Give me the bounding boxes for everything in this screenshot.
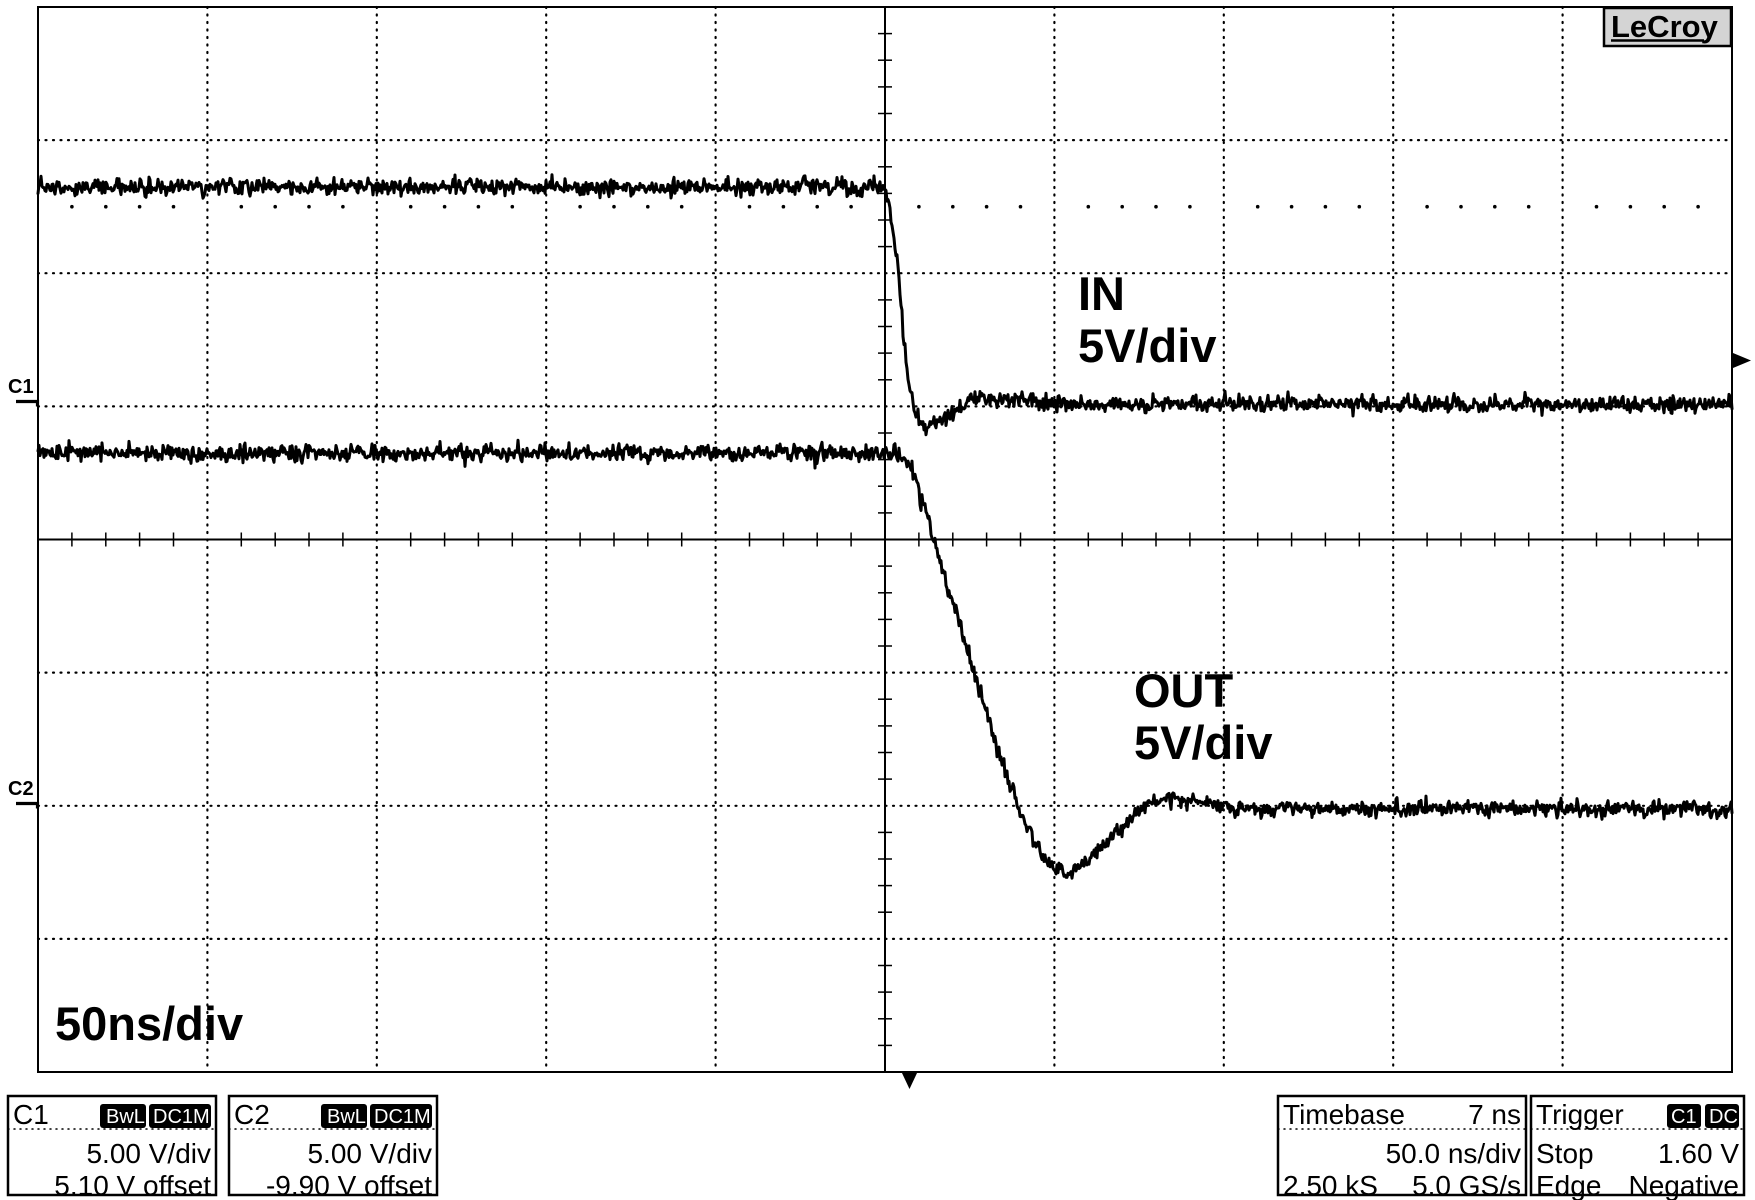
svg-text:C1: C1 <box>8 376 34 398</box>
svg-text:5V/div: 5V/div <box>1134 716 1272 769</box>
svg-text:DC1M: DC1M <box>153 1106 210 1128</box>
svg-text:50ns/div: 50ns/div <box>55 997 243 1050</box>
svg-text:50.0 ns/div: 50.0 ns/div <box>1386 1138 1521 1169</box>
svg-text:7 ns: 7 ns <box>1468 1099 1521 1130</box>
svg-text:Stop: Stop <box>1536 1138 1594 1169</box>
svg-text:LeCroy: LeCroy <box>1611 9 1719 44</box>
svg-text:C2: C2 <box>234 1099 270 1130</box>
svg-text:Edge: Edge <box>1536 1170 1601 1200</box>
svg-text:DC1M: DC1M <box>374 1106 431 1128</box>
svg-text:OUT: OUT <box>1134 664 1234 717</box>
svg-text:C1: C1 <box>13 1099 49 1130</box>
svg-text:BwL: BwL <box>106 1106 145 1128</box>
svg-text:5V/div: 5V/div <box>1078 319 1216 372</box>
svg-text:5.0 GS/s: 5.0 GS/s <box>1412 1170 1521 1200</box>
svg-text:Negative: Negative <box>1628 1170 1739 1200</box>
svg-text:5.00 V/div: 5.00 V/div <box>86 1138 211 1169</box>
svg-text:5.00 V/div: 5.00 V/div <box>307 1138 432 1169</box>
svg-text:C2: C2 <box>8 778 34 800</box>
svg-text:5.10 V offset: 5.10 V offset <box>54 1170 211 1200</box>
svg-text:DC: DC <box>1709 1106 1738 1128</box>
svg-text:2.50 kS: 2.50 kS <box>1283 1170 1378 1200</box>
svg-text:BwL: BwL <box>327 1106 366 1128</box>
svg-text:C1: C1 <box>1671 1106 1697 1128</box>
svg-text:Trigger: Trigger <box>1536 1099 1624 1130</box>
svg-text:Timebase: Timebase <box>1283 1099 1405 1130</box>
svg-text:IN: IN <box>1078 267 1125 320</box>
svg-text:1.60 V: 1.60 V <box>1658 1138 1739 1169</box>
svg-text:-9.90 V offset: -9.90 V offset <box>266 1170 432 1200</box>
